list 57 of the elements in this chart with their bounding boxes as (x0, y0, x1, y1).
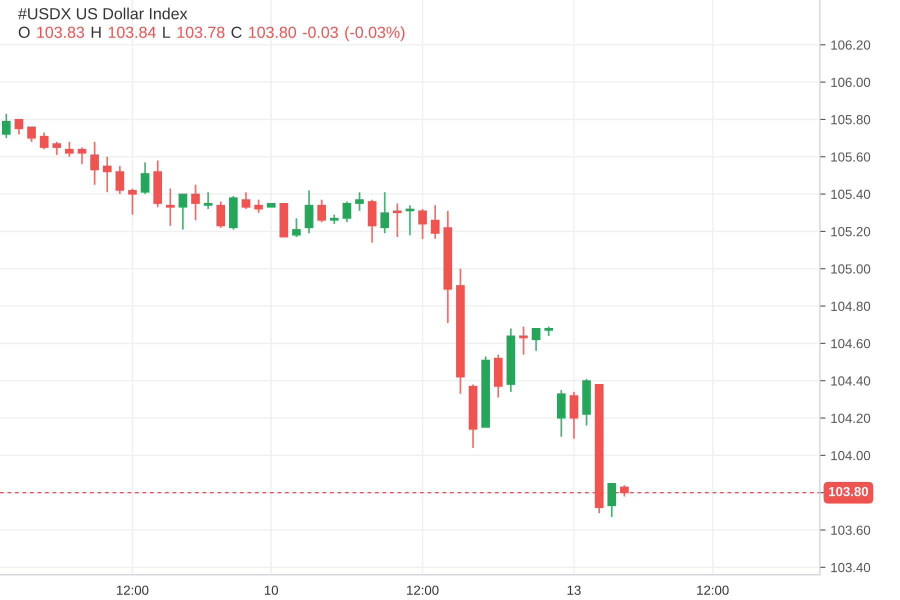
candlestick (90, 141, 99, 186)
candlestick (330, 214, 339, 225)
y-tick-label: 103.40 (831, 562, 870, 572)
candlestick (78, 146, 86, 166)
x-tick-label: 12:00 (697, 586, 729, 595)
candlestick (406, 204, 414, 236)
y-tick-label: 105.00 (831, 264, 870, 274)
x-tick-label: 13 (568, 586, 581, 595)
y-tick-label: 104.20 (831, 414, 870, 423)
candlestick (128, 188, 137, 216)
candlestick (116, 165, 124, 195)
y-tick-label: 105.40 (831, 190, 870, 199)
candlestick (355, 191, 364, 212)
candlestick (14, 118, 24, 136)
candlestick (52, 141, 62, 156)
candlestick (607, 482, 616, 518)
candlestick (166, 188, 175, 227)
y-tick-label: 105.80 (831, 115, 870, 124)
candlestick (570, 391, 578, 440)
text: O 103.83 H 103.84 L 103.78 C 103.80 -0.03 (-0.03%) (18, 26, 404, 42)
x-tick-label: 12:00 (116, 586, 148, 595)
candlestick (544, 326, 554, 337)
y-tick-label: 103.60 (831, 526, 870, 535)
chart-title: #USDX US Dollar Index (18, 8, 188, 20)
candlestick (519, 326, 528, 356)
ref-line-label: 103.80 (829, 486, 868, 496)
candlestick (178, 193, 188, 230)
candlestick (27, 126, 36, 143)
candlestick (65, 141, 74, 158)
candlestick (532, 328, 540, 352)
candlestick (242, 191, 250, 210)
y-tick-label: 105.20 (831, 226, 870, 236)
candlestick (40, 132, 48, 150)
candlestick (393, 202, 402, 238)
candlestick (342, 200, 352, 223)
candlestick (102, 156, 112, 194)
candlestick (140, 162, 150, 195)
candlestick (191, 184, 200, 222)
candlestick (304, 190, 314, 234)
y-tick-label: 104.60 (831, 338, 870, 348)
candlestick (430, 204, 440, 240)
y-tick-label: 106.00 (831, 78, 870, 88)
candlestick (292, 218, 301, 238)
x-tick-label: 10 (264, 586, 278, 595)
candlestick (2, 113, 11, 139)
candlestick (204, 191, 212, 210)
x-tick-label: 12:00 (407, 586, 439, 595)
y-tick-label: 104.80 (831, 302, 870, 311)
candlestick (380, 191, 390, 234)
candlestick (418, 208, 427, 240)
y-tick-label: 106.20 (831, 40, 870, 50)
y-tick-label: 104.00 (831, 450, 870, 460)
candlestick (317, 198, 326, 223)
y-tick-label: 105.60 (831, 152, 870, 162)
candlestick (254, 198, 263, 214)
candlestick (216, 200, 226, 229)
y-tick-label: 104.40 (831, 376, 870, 386)
